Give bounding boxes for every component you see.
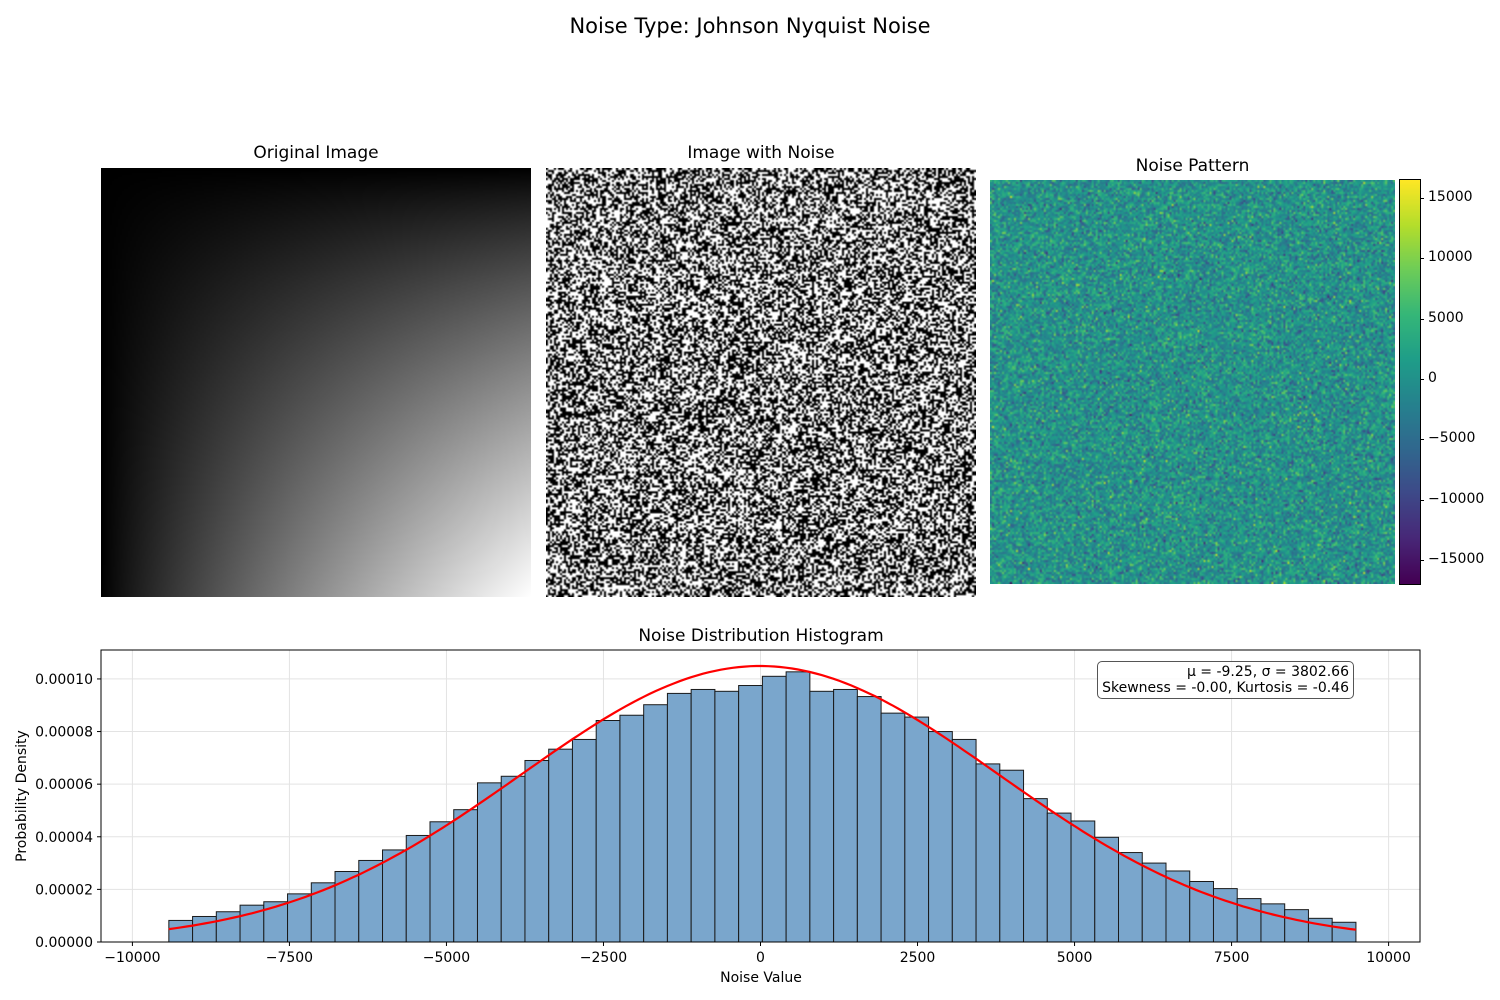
colorbar-tick-label: −15000 xyxy=(1428,550,1485,567)
colorbar-tick-mark xyxy=(1420,439,1424,441)
histogram-bar xyxy=(738,685,763,943)
x-tick-label: 5000 xyxy=(1057,950,1093,966)
x-tick-label: 0 xyxy=(756,950,765,966)
y-tick-label: 0.00004 xyxy=(35,830,93,846)
histogram-bar xyxy=(476,782,502,943)
colorbar-tick-label: 0 xyxy=(1428,369,1437,386)
histogram-bar xyxy=(571,738,597,943)
histogram-bar xyxy=(999,769,1025,943)
histogram-bar xyxy=(975,763,1001,943)
histogram-bar xyxy=(928,731,953,943)
colorbar-tick-label: −10000 xyxy=(1428,490,1485,507)
histogram-bar xyxy=(168,919,194,943)
colorbar-tick-mark xyxy=(1420,318,1424,320)
histogram-bar xyxy=(1046,812,1072,943)
histogram-bar xyxy=(1260,903,1286,943)
histogram-bar xyxy=(809,690,835,943)
histogram-bar xyxy=(714,690,740,943)
histogram-bar xyxy=(405,834,431,943)
x-tick-label: −5000 xyxy=(423,950,470,966)
x-tick-label: 2500 xyxy=(900,950,936,966)
figure-title: Noise Type: Johnson Nyquist Noise xyxy=(569,14,931,38)
histogram-bar xyxy=(904,716,930,943)
x-tick-label: 10000 xyxy=(1366,950,1411,966)
histogram-bar xyxy=(880,712,906,943)
histogram-bar xyxy=(643,704,668,943)
histogram-title: Noise Distribution Histogram xyxy=(638,626,883,646)
histogram-bar xyxy=(192,915,217,943)
x-tick-label: −10000 xyxy=(104,950,160,966)
histogram-bar xyxy=(1331,921,1357,943)
original-image xyxy=(101,168,531,597)
histogram-bar xyxy=(761,675,787,943)
colorbar xyxy=(1399,179,1421,585)
histogram-bar xyxy=(429,821,455,943)
histogram-bar xyxy=(453,809,478,943)
histogram-bar xyxy=(1284,909,1309,943)
histogram-bar xyxy=(310,882,336,943)
histogram-bar xyxy=(1118,852,1143,943)
x-tick-label: −7500 xyxy=(266,950,313,966)
colorbar-tick-label: −5000 xyxy=(1428,430,1476,447)
histogram-bar xyxy=(548,748,573,943)
noisy-image xyxy=(546,168,976,597)
colorbar-tick-mark xyxy=(1420,198,1424,200)
y-tick-label: 0.00000 xyxy=(35,935,93,951)
histogram-bar xyxy=(1070,820,1096,943)
histogram-bar xyxy=(1023,798,1048,943)
noise-pattern-title: Noise Pattern xyxy=(1135,156,1250,176)
x-axis-label: Noise Value xyxy=(720,970,802,986)
y-tick-label: 0.00006 xyxy=(35,777,93,793)
y-axis-label: Probability Density xyxy=(14,730,30,862)
histogram-bars xyxy=(168,671,1357,943)
histogram-bar xyxy=(666,692,692,943)
original-image-title: Original Image xyxy=(253,143,379,163)
x-tick-label: −2500 xyxy=(580,950,627,966)
stats-line-mean-sigma: μ = -9.25, σ = 3802.66 xyxy=(1186,664,1349,680)
noisy-image-title: Image with Noise xyxy=(687,143,835,163)
histogram-bar xyxy=(833,688,858,943)
histogram-bar xyxy=(1094,836,1120,943)
colorbar-tick-label: 5000 xyxy=(1428,309,1464,326)
histogram-bar xyxy=(1189,880,1214,943)
histogram-bar xyxy=(595,720,621,943)
histogram-bar xyxy=(524,759,550,943)
histogram-bar xyxy=(619,714,645,943)
stats-line-skew-kurtosis: Skewness = -0.00, Kurtosis = -0.46 xyxy=(1102,680,1349,696)
x-tick-label: 7500 xyxy=(1214,950,1250,966)
histogram-bar xyxy=(951,738,977,943)
histogram-bar xyxy=(500,775,526,943)
histogram-bar xyxy=(856,696,882,943)
histogram-bar xyxy=(690,688,716,943)
y-tick-label: 0.00010 xyxy=(35,672,93,688)
colorbar-tick-mark xyxy=(1420,559,1424,561)
colorbar-tick-mark xyxy=(1420,378,1424,380)
colorbar-tick-mark xyxy=(1420,258,1424,260)
y-tick-label: 0.00002 xyxy=(35,882,93,898)
stats-box: μ = -9.25, σ = 3802.66 Skewness = -0.00,… xyxy=(1097,661,1354,699)
colorbar-tick-mark xyxy=(1420,499,1424,501)
noise-pattern-image xyxy=(990,180,1395,584)
histogram-bar xyxy=(334,870,360,943)
y-tick-label: 0.00008 xyxy=(35,725,93,741)
histogram-bar xyxy=(382,849,407,943)
normal-fit-curve xyxy=(168,664,1357,931)
colorbar-tick-label: 10000 xyxy=(1428,249,1473,266)
histogram-bar xyxy=(785,671,811,943)
axis-ticks: −10000 −7500 −5000 −2500 0 2500 5000 7500 10000 0… xyxy=(35,672,1411,966)
colorbar-tick-label: 15000 xyxy=(1428,189,1473,206)
